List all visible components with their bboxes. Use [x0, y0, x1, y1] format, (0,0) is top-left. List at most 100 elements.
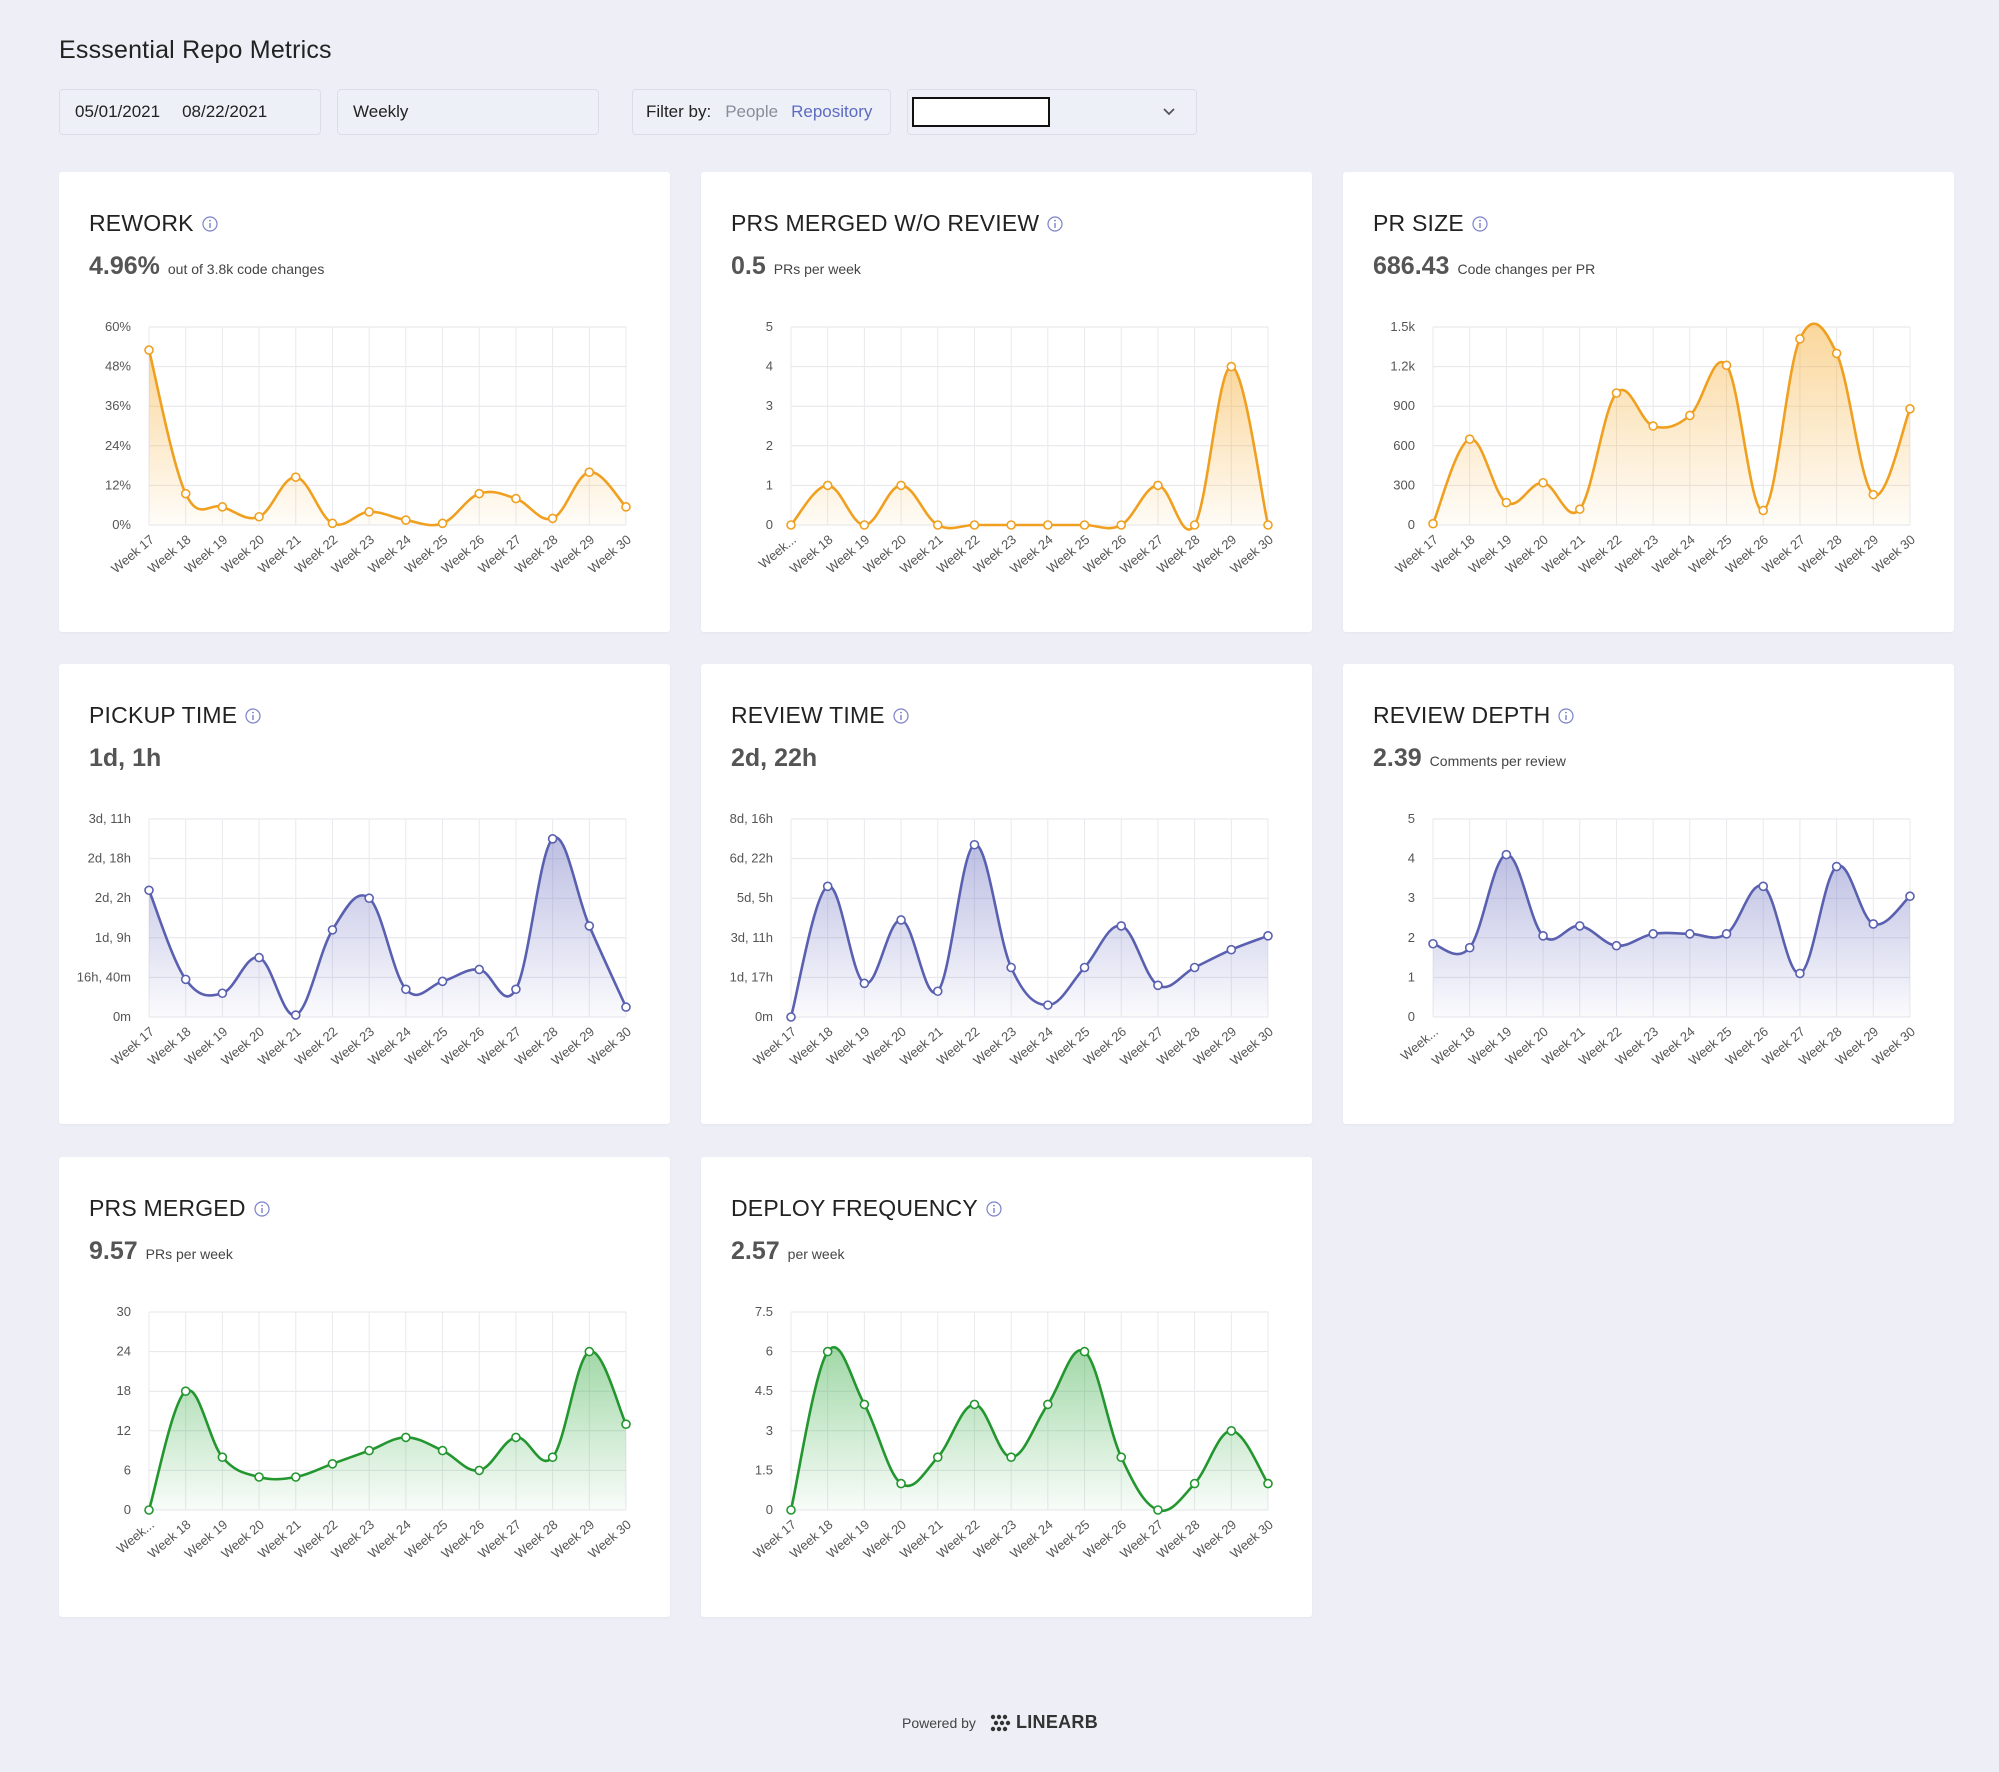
data-point[interactable] [254, 952, 264, 963]
data-point[interactable] [932, 986, 943, 997]
data-point[interactable] [1648, 929, 1658, 939]
data-point[interactable] [180, 488, 191, 499]
data-point[interactable] [254, 1472, 264, 1482]
data-point[interactable] [217, 1452, 228, 1462]
data-point[interactable] [511, 984, 521, 995]
data-point[interactable] [254, 511, 264, 522]
data-point[interactable] [180, 1386, 191, 1396]
data-point[interactable] [1116, 921, 1127, 931]
data-point[interactable] [547, 1452, 558, 1462]
data-point[interactable] [1263, 1478, 1273, 1489]
info-icon[interactable] [893, 707, 909, 724]
data-point[interactable] [621, 1419, 631, 1429]
data-point[interactable] [1153, 980, 1163, 991]
data-point[interactable] [1831, 348, 1842, 359]
data-point[interactable] [290, 472, 301, 482]
data-point[interactable] [474, 488, 485, 499]
data-point[interactable] [290, 1472, 301, 1482]
data-point[interactable] [1153, 480, 1163, 491]
data-point[interactable] [1868, 489, 1879, 500]
data-point[interactable] [1721, 360, 1732, 371]
data-point[interactable] [217, 988, 228, 999]
data-point[interactable] [822, 480, 833, 491]
data-point[interactable] [1263, 931, 1273, 941]
data-point[interactable] [621, 502, 631, 512]
info-icon[interactable] [202, 215, 218, 232]
data-point[interactable] [859, 978, 870, 989]
data-point[interactable] [144, 885, 154, 896]
info-icon[interactable] [1558, 707, 1575, 724]
data-point[interactable] [1464, 942, 1475, 953]
info-icon[interactable] [986, 1200, 1002, 1217]
data-point[interactable] [932, 520, 943, 530]
data-point[interactable] [1464, 434, 1475, 444]
data-point[interactable] [1189, 520, 1200, 530]
data-point[interactable] [896, 915, 906, 925]
data-point[interactable] [327, 518, 338, 529]
info-icon[interactable] [245, 707, 261, 724]
data-point[interactable] [327, 925, 338, 935]
data-point[interactable] [437, 518, 448, 529]
data-point[interactable] [859, 1399, 870, 1410]
data-point[interactable] [401, 984, 411, 995]
data-point[interactable] [1043, 520, 1053, 530]
data-point[interactable] [437, 1445, 448, 1456]
data-point[interactable] [584, 921, 595, 931]
data-point[interactable] [1905, 891, 1915, 902]
data-point[interactable] [1079, 1346, 1090, 1357]
data-point[interactable] [364, 1445, 374, 1456]
data-point[interactable] [1758, 505, 1769, 516]
data-point[interactable] [1006, 1452, 1016, 1462]
data-point[interactable] [969, 520, 980, 530]
data-point[interactable] [1758, 881, 1769, 892]
data-point[interactable] [1189, 962, 1200, 973]
data-point[interactable] [1226, 1426, 1237, 1436]
data-point[interactable] [1538, 477, 1548, 488]
data-point[interactable] [180, 974, 191, 985]
data-point[interactable] [786, 520, 796, 530]
data-point[interactable] [1574, 921, 1585, 931]
data-point[interactable] [859, 520, 870, 530]
data-point[interactable] [1611, 940, 1622, 951]
data-point[interactable] [1226, 361, 1237, 372]
data-point[interactable] [547, 513, 558, 524]
data-point[interactable] [1189, 1478, 1200, 1489]
data-point[interactable] [1538, 931, 1548, 941]
data-point[interactable] [621, 1002, 631, 1012]
data-point[interactable] [474, 1465, 485, 1476]
filter-option-people[interactable]: People [725, 102, 779, 121]
data-point[interactable] [969, 1399, 980, 1410]
data-point[interactable] [1226, 944, 1237, 955]
frequency-select[interactable]: Weekly [337, 89, 599, 135]
data-point[interactable] [822, 1346, 833, 1357]
data-point[interactable] [1153, 1505, 1163, 1515]
info-icon[interactable] [1047, 215, 1063, 232]
data-point[interactable] [144, 345, 154, 355]
data-point[interactable] [511, 1432, 521, 1443]
data-point[interactable] [786, 1012, 796, 1022]
data-point[interactable] [1043, 1399, 1053, 1410]
data-point[interactable] [1868, 919, 1879, 929]
data-point[interactable] [1831, 861, 1842, 872]
data-point[interactable] [1685, 410, 1695, 421]
date-range-picker[interactable]: 05/01/2021 08/22/2021 [59, 89, 321, 135]
data-point[interactable] [1428, 518, 1438, 529]
data-point[interactable] [1795, 968, 1805, 979]
data-point[interactable] [1263, 520, 1273, 530]
data-point[interactable] [474, 964, 485, 975]
data-point[interactable] [932, 1452, 943, 1462]
data-point[interactable] [1721, 929, 1732, 939]
data-point[interactable] [511, 493, 521, 504]
data-point[interactable] [547, 833, 558, 844]
data-point[interactable] [822, 881, 833, 892]
data-point[interactable] [969, 839, 980, 850]
data-point[interactable] [1116, 520, 1127, 530]
data-point[interactable] [1043, 1000, 1053, 1010]
data-point[interactable] [327, 1459, 338, 1469]
info-icon[interactable] [1472, 215, 1488, 232]
data-point[interactable] [290, 1010, 301, 1020]
data-point[interactable] [896, 480, 906, 491]
data-point[interactable] [584, 1346, 595, 1357]
data-point[interactable] [1648, 421, 1658, 431]
data-point[interactable] [217, 502, 228, 512]
